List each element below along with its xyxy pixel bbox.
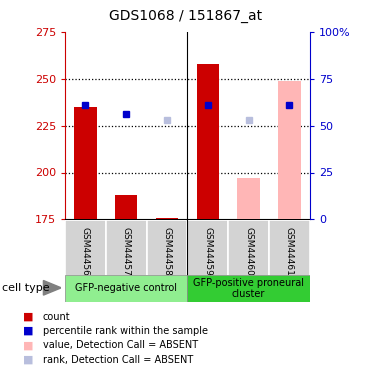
Text: GSM44458*: GSM44458* (162, 227, 171, 280)
Bar (147, 220, 187, 276)
Text: ■: ■ (23, 355, 33, 364)
Bar (187, 275, 310, 302)
Text: GSM44460: GSM44460 (244, 227, 253, 276)
Text: GDS1068 / 151867_at: GDS1068 / 151867_at (109, 9, 262, 23)
Bar (115, 195, 137, 219)
Text: GSM44457: GSM44457 (122, 227, 131, 276)
Bar (197, 64, 219, 219)
Text: ■: ■ (23, 312, 33, 322)
Bar (65, 275, 187, 302)
Bar (74, 107, 96, 219)
Text: GSM44456: GSM44456 (81, 227, 90, 276)
Text: ■: ■ (23, 340, 33, 350)
Text: rank, Detection Call = ABSENT: rank, Detection Call = ABSENT (43, 355, 193, 364)
Text: GSM44459: GSM44459 (203, 227, 212, 276)
Text: cell type: cell type (2, 283, 49, 293)
Bar (228, 220, 269, 276)
Bar (156, 217, 178, 219)
Bar (106, 220, 147, 276)
Bar (187, 220, 228, 276)
Bar (65, 220, 106, 276)
Polygon shape (43, 280, 61, 295)
Text: value, Detection Call = ABSENT: value, Detection Call = ABSENT (43, 340, 198, 350)
Text: count: count (43, 312, 70, 322)
Text: GFP-negative control: GFP-negative control (75, 284, 177, 293)
Text: percentile rank within the sample: percentile rank within the sample (43, 326, 208, 336)
Text: ■: ■ (23, 326, 33, 336)
Bar (278, 81, 301, 219)
Bar (237, 178, 260, 219)
Bar (269, 220, 310, 276)
Text: GFP-positive proneural
cluster: GFP-positive proneural cluster (193, 278, 304, 299)
Text: GSM44461: GSM44461 (285, 227, 294, 276)
